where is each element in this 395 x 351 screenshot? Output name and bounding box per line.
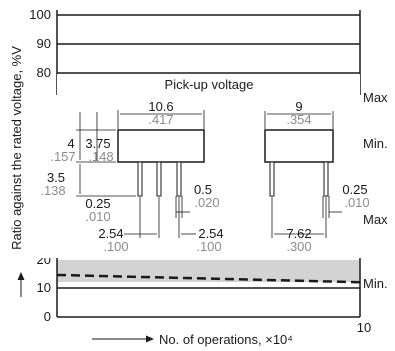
- dim-height-mm: 4: [67, 136, 74, 151]
- dim-pinthk-in: .010: [85, 209, 110, 224]
- dim-pinw-mm: 0.5: [194, 182, 212, 197]
- y-tick-90: 90: [37, 36, 51, 51]
- dim-pinthk-mm: 0.25: [85, 196, 110, 211]
- side-pin-1: [269, 161, 275, 197]
- dim-sidepin-in: .010: [344, 195, 369, 210]
- dim-width-in: .354: [286, 112, 311, 127]
- dim-width-mm: 9: [295, 99, 302, 114]
- dim-pinw-in: .020: [194, 195, 219, 210]
- front-pin-2: [156, 161, 162, 197]
- y-axis-arrow-head: [17, 272, 25, 280]
- drawing-cover: [36, 95, 395, 258]
- side-pin-2: [323, 161, 329, 197]
- dim-pinlen-in: .138: [40, 183, 65, 198]
- annotation-min-1: Min.: [363, 136, 388, 151]
- x-axis-title: No. of operations, ×10⁴: [159, 332, 293, 347]
- y-tick-10: 10: [37, 280, 51, 295]
- shaded-band: [57, 260, 360, 282]
- dim-sidepin-mm: 0.25: [342, 182, 367, 197]
- y-tick-0: 0: [44, 309, 51, 324]
- front-pin-3: [176, 161, 182, 197]
- dim-pitch1-in: .100: [103, 239, 128, 254]
- pickup-voltage-label: Pick-up voltage: [165, 77, 254, 92]
- dim-length-in: .417: [148, 112, 173, 127]
- dim-pitch1-mm: 2.54: [98, 226, 123, 241]
- dim-length-mm: 10.6: [148, 99, 173, 114]
- dim-body-mm: 3.75: [85, 136, 110, 151]
- side-body: [264, 129, 334, 163]
- dim-height-in: .157: [50, 149, 75, 164]
- y-axis-title: Ratio against the rated voltage, %V: [9, 46, 24, 250]
- y-axis-title-group: Ratio against the rated voltage, %V: [9, 46, 25, 297]
- dim-body-in: .148: [88, 149, 113, 164]
- x-axis-title-group: No. of operations, ×10⁴: [92, 332, 293, 347]
- x-axis-arrow-head: [146, 335, 154, 343]
- plot-area: 100 90 80 20 10 0 10: [29, 7, 371, 335]
- relay-front-view: [76, 110, 205, 238]
- y-tick-100: 100: [29, 7, 51, 22]
- dim-row-mm: 7.62: [286, 226, 311, 241]
- dim-row-in: .300: [286, 239, 311, 254]
- front-body: [117, 129, 205, 163]
- annotation-max-2: Max: [363, 212, 388, 227]
- front-pin-1: [137, 161, 143, 197]
- annotation-max-1: Max: [363, 90, 388, 105]
- dim-pitch2-mm: 2.54: [198, 226, 223, 241]
- annotation-min-2: Min.: [363, 276, 388, 291]
- dim-pitch2-in: .100: [196, 239, 221, 254]
- relay-side-view: [264, 111, 342, 238]
- x-tick-10: 10: [357, 320, 371, 335]
- operating-voltage-dashed-line: [56, 273, 361, 284]
- dim-pinlen-mm: 3.5: [47, 170, 65, 185]
- pickup-label-box: [57, 74, 360, 95]
- y-tick-80: 80: [37, 65, 51, 80]
